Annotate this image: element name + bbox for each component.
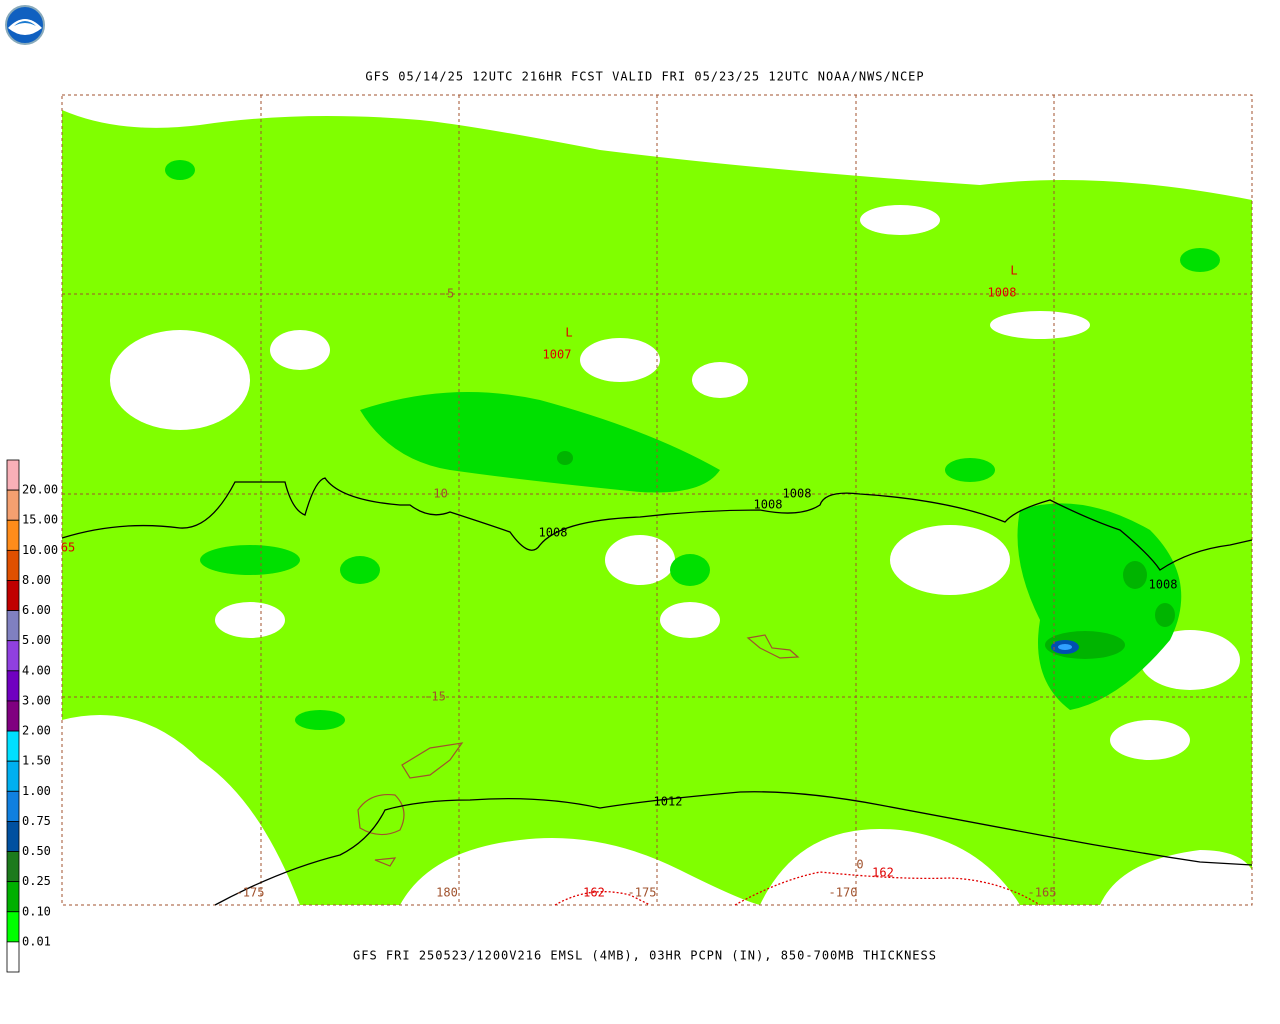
legend-label: 1.00 [22, 784, 51, 798]
longitude-label: -175 [628, 886, 657, 900]
legend-swatch [6, 941, 20, 973]
caption: GFS FRI 250523/1200V216 EMSL (4MB), 03HR… [353, 949, 937, 963]
isobars [61, 477, 1253, 906]
legend-swatch [6, 549, 20, 581]
legend-swatch [6, 730, 20, 762]
legend-label: 4.00 [22, 663, 51, 677]
legend-label: 0.50 [22, 844, 51, 858]
legend-swatch [6, 700, 20, 732]
legend-label: 15.00 [22, 513, 58, 527]
legend-label: 0.10 [22, 904, 51, 918]
legend-swatch [6, 489, 20, 521]
legend-label: 3.00 [22, 693, 51, 707]
legend-swatch [6, 459, 20, 491]
graticule [61, 94, 1253, 906]
legend-label: 20.00 [22, 483, 58, 497]
legend-label: 1.50 [22, 754, 51, 768]
low-symbol: L [1010, 264, 1017, 278]
thickness-label: 162 [872, 866, 894, 880]
thickness-label: 0 [856, 858, 863, 872]
legend-swatch [6, 881, 20, 913]
thickness-label: 162 [583, 886, 605, 900]
legend: 20.00 15.00 10.00 8.00 6.00 5.00 4.00 3.00 2.00 1… [6, 459, 58, 973]
isobar-label: 1008 [539, 526, 568, 540]
isobar-label: 1012 [654, 795, 683, 809]
isobar-label: 1008 [783, 487, 812, 501]
low-pressure: 1007 [543, 348, 572, 362]
legend-swatch [6, 670, 20, 702]
legend-swatch [6, 911, 20, 943]
longitude-label: -175 [236, 886, 265, 900]
noaa-logo [5, 5, 45, 45]
low-symbol: L [565, 326, 572, 340]
legend-label: 5.00 [22, 633, 51, 647]
thickness-lines [554, 871, 1041, 906]
legend-swatch [6, 760, 20, 792]
legend-label: 0.01 [22, 934, 51, 948]
latitude-label: -15 [424, 690, 446, 704]
legend-swatch [6, 580, 20, 611]
legend-label: 10.00 [22, 543, 58, 557]
longitude-label: -165 [1028, 886, 1057, 900]
longitude-label: -170 [829, 886, 858, 900]
isobar-label: 1008 [1149, 578, 1178, 592]
isobar-label: 1008 [754, 498, 783, 512]
legend-swatch [6, 851, 20, 883]
legend-label: 0.75 [22, 814, 51, 828]
map-labels: -5-10-15-175 180 -175 -170 -1651008100810081… [61, 264, 1178, 900]
legend-label: 2.00 [22, 724, 51, 738]
legend-label: 0.25 [22, 874, 51, 888]
legend-swatch [6, 640, 20, 672]
thickness-label: 65 [61, 541, 75, 555]
title: GFS 05/14/25 12UTC 216HR FCST VALID FRI … [365, 70, 924, 84]
legend-label: 8.00 [22, 573, 51, 587]
legend-swatch [6, 519, 20, 551]
legend-label: 6.00 [22, 603, 51, 617]
legend-swatch [6, 790, 20, 822]
coastlines [357, 634, 800, 867]
legend-swatch [6, 821, 20, 852]
low-pressure: 1008 [988, 286, 1017, 300]
legend-swatch [6, 610, 20, 642]
longitude-label: 180 [436, 886, 458, 900]
latitude-label: -10 [426, 487, 448, 501]
latitude-label: -5 [440, 287, 454, 301]
